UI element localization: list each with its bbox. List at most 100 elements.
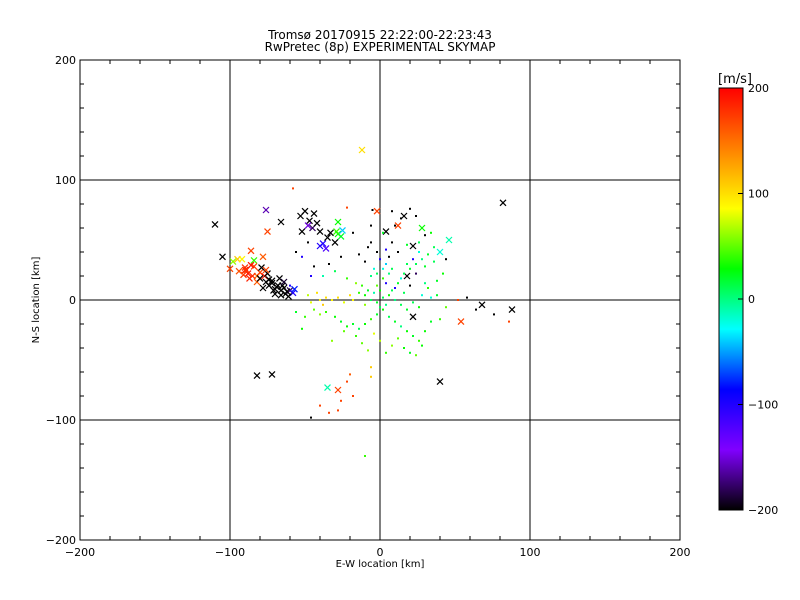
dot-marker (409, 267, 411, 270)
data-points (211, 146, 516, 457)
dot-marker (319, 313, 321, 316)
dot-marker (379, 289, 381, 292)
y-tick-label: −200 (46, 534, 76, 547)
cross-marker (304, 222, 312, 230)
dot-marker (310, 275, 312, 277)
dot-marker (358, 291, 360, 294)
dot-marker (442, 272, 444, 275)
dot-marker (295, 311, 297, 313)
dot-marker (493, 313, 495, 316)
colorbar-tick-label: 0 (748, 293, 755, 306)
dot-marker (412, 301, 414, 304)
dot-marker (409, 207, 411, 210)
cross-marker (229, 258, 237, 266)
dot-marker (316, 291, 318, 294)
dot-marker (388, 255, 390, 258)
dot-marker (364, 260, 366, 263)
cross-marker (301, 207, 309, 215)
dot-marker (406, 330, 408, 333)
dot-marker (382, 267, 384, 270)
dot-marker (328, 411, 330, 414)
x-axis-label: E-W location [km] (336, 559, 425, 570)
cross-marker (334, 218, 342, 226)
dot-marker (394, 287, 396, 289)
dot-marker (406, 263, 408, 265)
dot-marker (367, 289, 369, 292)
dot-marker (367, 349, 369, 352)
y-tick-label: −100 (46, 414, 76, 427)
dot-marker (358, 253, 360, 256)
dot-marker (307, 294, 309, 297)
dot-marker (301, 255, 303, 258)
dot-marker (445, 306, 447, 309)
dot-marker (445, 258, 447, 261)
cross-marker (270, 286, 277, 294)
dot-marker (379, 258, 381, 261)
cross-marker (333, 228, 340, 236)
dot-marker (343, 301, 345, 304)
dot-marker (382, 231, 384, 234)
cross-marker (285, 292, 292, 300)
cross-marker (418, 224, 426, 232)
dot-marker (391, 289, 393, 292)
y-axis-label: N-S location [km] (31, 257, 42, 344)
dot-marker (382, 308, 384, 311)
dot-marker (343, 330, 345, 333)
cross-marker (265, 276, 273, 284)
dot-marker (394, 299, 396, 301)
dot-marker (307, 241, 309, 244)
cross-marker (436, 248, 444, 256)
dot-marker (373, 267, 375, 270)
dot-marker (427, 253, 429, 256)
dot-marker (415, 263, 417, 265)
dot-marker (322, 303, 324, 306)
dot-marker (364, 323, 366, 325)
dot-marker (376, 313, 378, 316)
cross-marker (249, 272, 256, 280)
dot-marker (325, 296, 327, 299)
dot-marker (379, 306, 381, 309)
dot-marker (415, 272, 417, 275)
cross-marker (256, 268, 264, 276)
cross-marker (247, 247, 255, 255)
dot-marker (328, 263, 330, 265)
dot-marker (340, 320, 342, 323)
dot-marker (409, 351, 411, 354)
x-tick-label: 0 (377, 546, 384, 559)
dot-marker (370, 275, 372, 277)
dot-marker (508, 320, 510, 323)
dot-marker (358, 327, 360, 330)
x-tick-label: 200 (670, 546, 691, 559)
cross-marker (409, 242, 417, 250)
dot-marker (289, 284, 291, 287)
dot-marker (352, 299, 354, 301)
colorbar-tick-label: −200 (748, 504, 778, 517)
dot-marker (430, 320, 432, 323)
dot-marker (397, 251, 399, 253)
cross-marker (358, 146, 366, 154)
axis-ticks: −200 −100 0 100 200 −200 −100 0 100 200 (46, 54, 691, 559)
cross-marker (283, 288, 291, 296)
cross-marker (316, 228, 324, 236)
cross-marker (339, 226, 346, 234)
dot-marker (337, 409, 339, 412)
x-tick-label: −200 (65, 546, 95, 559)
cross-marker (279, 282, 286, 290)
colorbar-tick-label: −100 (748, 399, 778, 412)
dot-marker (355, 282, 357, 285)
cross-marker (394, 222, 402, 230)
dot-marker (424, 234, 426, 237)
cross-marker (322, 244, 330, 252)
cross-marker (277, 291, 285, 299)
dot-marker (385, 248, 387, 251)
cross-marker (313, 219, 321, 227)
dot-marker (418, 241, 420, 244)
dot-marker (400, 325, 402, 328)
dot-marker (337, 296, 339, 299)
dot-marker (382, 277, 384, 280)
x-tick-label: −100 (215, 546, 245, 559)
cross-marker (280, 278, 288, 286)
dot-marker (364, 303, 366, 306)
dot-marker (388, 294, 390, 297)
cross-marker (271, 290, 279, 298)
